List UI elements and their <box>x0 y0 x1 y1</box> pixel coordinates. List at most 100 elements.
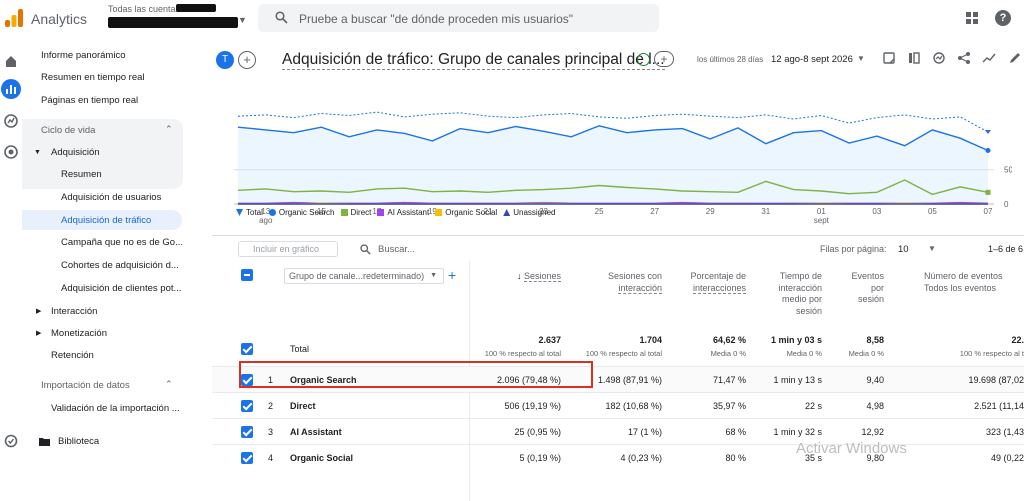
total-sesiones-int: 1.704 <box>639 335 662 345</box>
insights-sparkle-icon[interactable] <box>982 51 996 65</box>
legend-item[interactable]: Organic Social <box>435 208 497 217</box>
col-header-eventos-sesion[interactable]: Eventos por sesión <box>832 271 884 306</box>
table-row[interactable]: 3 AI Assistant 25 (0,95 %) 17 (1 %) 68 % 1 mi… <box>212 418 1024 444</box>
chevron-up-icon[interactable]: ⌃ <box>165 379 173 389</box>
legend-label: Direct <box>350 208 372 217</box>
dimension-select[interactable]: Grupo de canale...redeterminado) ▼ <box>284 268 444 284</box>
chevron-down-icon[interactable]: ▼ <box>857 54 865 63</box>
row-checkbox[interactable] <box>241 426 253 438</box>
page-title[interactable]: Adquisición de tráfico: Grupo de canales… <box>282 51 665 70</box>
rows-per-page-select[interactable]: 10 <box>898 244 909 255</box>
row-channel[interactable]: Organic Search <box>290 375 357 385</box>
table-row[interactable]: 2 Direct 506 (19,19 %) 182 (10,68 %) 35,97 %… <box>212 392 1024 418</box>
nav-item-paginas-tiempo-real[interactable]: Páginas en tiempo real <box>41 95 139 106</box>
add-filter-button[interactable]: + <box>654 51 674 67</box>
nav-item-monetizacion[interactable]: Monetización <box>51 328 107 339</box>
account-breadcrumb[interactable]: Todas las cuentas > <box>108 4 188 14</box>
total-sesiones-int-sub: 100 % respecto al total <box>585 349 662 358</box>
nav-item-resumen[interactable]: Resumen <box>61 169 102 180</box>
x-tick-label: 13 <box>261 207 270 216</box>
legend-item[interactable]: Unassigned <box>503 208 555 217</box>
chevron-down-icon[interactable]: ▼ <box>238 15 247 25</box>
row-eventos: 4,98 <box>866 401 884 411</box>
row-checkbox[interactable] <box>241 452 253 464</box>
nav-item-adquisicion[interactable]: Adquisición <box>51 147 100 158</box>
nav-item-resumen-tiempo-real[interactable]: Resumen en tiempo real <box>41 72 145 83</box>
comparison-avatar[interactable]: T <box>216 51 234 69</box>
edit-icon[interactable] <box>882 51 896 65</box>
explore-icon[interactable] <box>3 113 19 129</box>
nav-item-campana[interactable]: Campaña que no es de Go... <box>61 237 183 248</box>
nav-item-biblioteca[interactable]: Biblioteca <box>58 436 100 447</box>
col-header-line: interacción <box>778 282 822 293</box>
select-all-checkbox[interactable] <box>241 269 253 281</box>
expand-caret-icon[interactable]: ▼ <box>34 149 41 156</box>
expand-caret-icon[interactable]: ▶ <box>36 330 42 337</box>
total-porcentaje: 64,62 % <box>712 335 746 345</box>
edit-pencil-icon[interactable] <box>1008 51 1022 65</box>
row-channel[interactable]: Organic Social <box>290 453 354 463</box>
row-channel[interactable]: Direct <box>290 401 316 411</box>
nav-item-informe-panoramico[interactable]: Informe panorámico <box>41 50 126 61</box>
col-header-sesiones[interactable]: ↓ Sesiones <box>501 271 561 283</box>
reports-icon[interactable] <box>1 79 21 99</box>
col-header-tiempo[interactable]: Tiempo de interacción medio por sesión <box>757 271 822 317</box>
legend-item[interactable]: Organic Search <box>268 208 335 217</box>
total-eventos: 8,58 <box>866 335 884 345</box>
include-in-chart-button[interactable]: Incluir en gráfico <box>238 241 338 257</box>
advertising-icon[interactable] <box>3 144 19 160</box>
row-sesiones: 25 (0,95 %) <box>514 427 561 437</box>
row-checkbox[interactable] <box>241 400 253 412</box>
add-dimension-button[interactable]: + <box>448 267 457 283</box>
total-sesiones-sub: 100 % respecto al total <box>484 349 561 358</box>
series-line-total <box>237 111 989 133</box>
search-icon <box>275 11 288 24</box>
share-icon[interactable] <box>957 51 971 65</box>
nav-item-validacion-importacion[interactable]: Validación de la importación ... <box>51 403 180 414</box>
help-icon[interactable]: ? <box>995 10 1011 26</box>
row-num-eventos: 19.698 (87,02 <box>968 375 1024 385</box>
insights-icon[interactable] <box>932 51 946 65</box>
nav-item-clientes-potenciales[interactable]: Adquisición de clientes pot... <box>61 283 182 294</box>
chevron-up-icon[interactable]: ⌃ <box>165 124 173 134</box>
col-header-line: interacciones <box>692 282 746 294</box>
table-row[interactable]: 4 Organic Social 5 (0,19 %) 4 (0,23 %) 80 % 3… <box>212 444 1024 470</box>
admin-icon[interactable] <box>3 433 19 449</box>
add-comparison-button[interactable]: + <box>238 51 256 69</box>
total-checkbox[interactable] <box>241 343 253 355</box>
col-header-porcentaje[interactable]: Porcentaje de interacciones <box>676 271 746 294</box>
col-header-line: Tiempo de <box>779 271 822 281</box>
nav-section-importacion[interactable]: Importación de datos <box>41 380 130 391</box>
nav-item-cohortes[interactable]: Cohortes de adquisición d... <box>61 260 179 271</box>
date-range-value[interactable]: 12 ago-8 sept 2026 <box>771 54 853 65</box>
nav-item-interaccion[interactable]: Interacción <box>51 306 98 317</box>
col-header-num-eventos[interactable]: Número de eventos Todos los eventos <box>904 271 1024 294</box>
nav-item-retencion[interactable]: Retención <box>51 350 94 361</box>
col-header-sesiones-interaccion[interactable]: Sesiones con interacción <box>582 271 662 294</box>
compare-icon[interactable] <box>907 51 921 65</box>
analytics-logo-icon[interactable] <box>4 8 24 28</box>
col-header-line: por <box>870 282 884 293</box>
legend-item[interactable]: AI Assistant <box>377 208 429 217</box>
row-eventos: 9,40 <box>866 375 884 385</box>
col-header-line: Número de eventos <box>924 271 1003 281</box>
home-icon[interactable] <box>3 53 19 69</box>
row-checkbox[interactable] <box>241 374 253 386</box>
nav-item-adquisicion-usuarios[interactable]: Adquisición de usuarios <box>61 192 162 203</box>
nav-section-ciclo-de-vida[interactable]: Ciclo de vida <box>41 125 96 136</box>
total-num-eventos: 22. <box>1011 335 1024 345</box>
search-box[interactable]: Pruebe a buscar "de dónde proceden mis u… <box>258 4 659 32</box>
row-tiempo: 22 s <box>804 401 822 411</box>
redacted-property-name[interactable] <box>108 17 238 28</box>
nav-item-adquisicion-trafico[interactable]: Adquisición de tráfico <box>61 215 152 226</box>
row-channel[interactable]: AI Assistant <box>290 427 342 437</box>
table-row[interactable]: 1 Organic Search 2.096 (79,48 %) 1.498 (87,… <box>212 366 1024 392</box>
apps-icon[interactable] <box>966 12 978 24</box>
pagination-range: 1–6 de 6 <box>988 244 1024 254</box>
legend-item[interactable]: Direct <box>340 208 372 217</box>
expand-caret-icon[interactable]: ▶ <box>36 308 42 315</box>
table-search-input[interactable]: Buscar... <box>378 244 415 255</box>
legend-item[interactable]: Total <box>236 208 263 217</box>
chevron-down-icon[interactable]: ▼ <box>928 244 936 253</box>
legend-label: AI Assistant <box>387 208 430 217</box>
